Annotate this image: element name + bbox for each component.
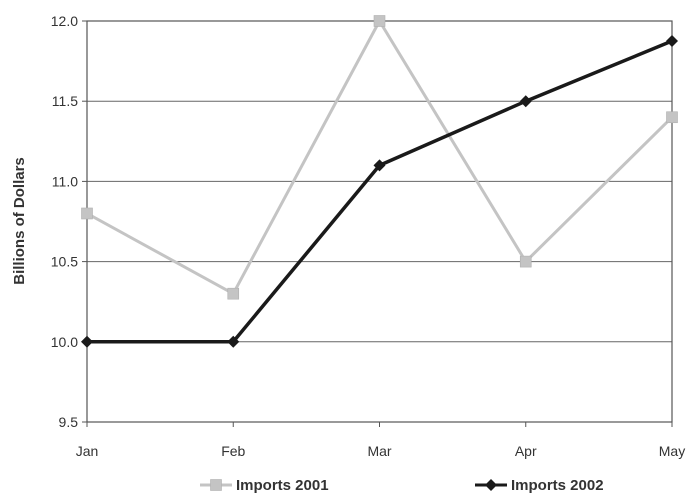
plot-area-frame	[86, 20, 673, 423]
y-tick-label: 9.5	[59, 414, 79, 430]
legend-item: Imports 2001	[200, 477, 329, 494]
data-point-marker	[373, 15, 386, 27]
y-axis-label: Billions of Dollars	[11, 157, 28, 285]
legend-label: Imports 2002	[511, 477, 604, 494]
legend-item: Imports 2002	[475, 477, 604, 494]
data-point-marker	[227, 287, 240, 300]
series-imports-2002	[81, 35, 678, 348]
legend: Imports 2001 Imports 2002	[200, 477, 604, 494]
x-tick-label: Apr	[515, 443, 537, 459]
y-tick-label: 11.0	[52, 173, 78, 189]
data-point-marker	[666, 111, 678, 124]
y-axis-ticks: 9.5 10.0 10.5 11.0 11.5 12.0	[51, 13, 87, 430]
data-point-marker	[373, 159, 386, 172]
x-tick-label: May	[659, 443, 685, 459]
x-tick-label: Jan	[76, 443, 99, 459]
data-point-marker	[227, 335, 240, 348]
data-point-marker	[81, 335, 93, 348]
legend-marker-swatch	[210, 479, 222, 491]
x-tick-label: Feb	[221, 443, 245, 459]
y-tick-label: 10.0	[51, 334, 78, 350]
data-point-marker	[666, 35, 678, 48]
series-line	[86, 19, 674, 296]
legend-label: Imports 2001	[236, 477, 329, 494]
x-axis-ticks: Jan Feb Mar Apr May	[76, 422, 685, 459]
y-tick-label: 10.5	[51, 254, 78, 270]
y-tick-label: 11.5	[52, 93, 78, 109]
legend-marker-swatch	[485, 479, 497, 491]
grid-layer	[87, 100, 672, 343]
series-line	[87, 39, 673, 344]
data-point-marker	[519, 95, 532, 108]
y-tick-label: 12.0	[51, 13, 78, 29]
series-layer	[81, 15, 678, 348]
data-point-marker	[519, 255, 532, 268]
series-imports-2001	[81, 15, 678, 300]
data-point-marker	[81, 207, 93, 220]
x-tick-label: Mar	[367, 443, 391, 459]
